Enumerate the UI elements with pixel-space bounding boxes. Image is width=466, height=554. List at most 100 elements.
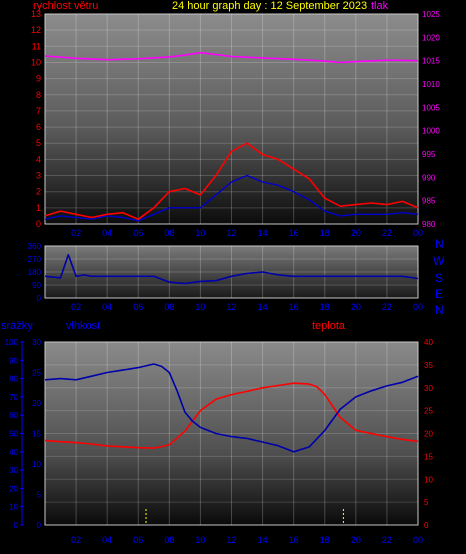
- temperature-tick-label: 20: [424, 430, 433, 439]
- rain-tick-label: 60: [9, 411, 18, 420]
- humidity-tick-label: 25: [32, 369, 41, 378]
- wind-pressure-panel-border: [44, 13, 419, 225]
- humidity-temperature-panel-border: [44, 341, 419, 526]
- wind-speed-tick-label: 9: [36, 74, 41, 84]
- wind-speed-tick-label: 4: [36, 154, 41, 164]
- wind-speed-tick-label: 7: [36, 106, 41, 116]
- temperature-tick-label: 5: [424, 498, 429, 507]
- wind-pressure-x-tick-label: 18: [320, 228, 330, 238]
- compass-w: W: [433, 254, 445, 268]
- rain-tick-label: 30: [9, 466, 18, 475]
- pressure-tick-label: 1025: [422, 10, 440, 19]
- rain-tick-label: 50: [9, 430, 18, 439]
- humidity-temperature-x-tick-label: 14: [258, 535, 268, 545]
- wind-pressure-x-tick-label: 14: [258, 228, 268, 238]
- wind-speed-tick-label: 13: [31, 9, 41, 19]
- wind-speed-tick-label: 12: [31, 25, 41, 35]
- temperature-tick-label: 35: [424, 361, 433, 370]
- humidity-temperature-x-tick-label: 04: [102, 535, 112, 545]
- humidity-tick-label: 5: [37, 491, 42, 500]
- humidity-temperature-x-tick-label: 16: [289, 535, 299, 545]
- wind-direction-x-tick-label: 20: [351, 302, 361, 312]
- wind-speed-series-line: [44, 142, 419, 220]
- humidity-temperature-x-tick-label: 20: [351, 535, 361, 545]
- wind-direction-panel-border: [44, 245, 419, 299]
- wind-speed-tick-label: 11: [32, 41, 41, 51]
- wind-direction-x-tick-label: 10: [195, 302, 205, 312]
- temperature-tick-label: 30: [424, 384, 433, 393]
- temperature-tick-label: 40: [424, 338, 433, 347]
- wind-direction-tick-label: 360: [28, 242, 42, 251]
- wind-pressure-x-tick-label: 10: [195, 228, 205, 238]
- wind-speed-label: rychlost větru: [33, 0, 99, 12]
- pressure-tick-label: 990: [422, 173, 436, 182]
- pressure-label: tlak: [371, 0, 389, 12]
- wind-pressure-x-tick-label: 06: [133, 228, 143, 238]
- wind-speed-tick-label: 3: [36, 171, 41, 181]
- wind-direction-tick-label: 90: [32, 281, 41, 290]
- gust-series-line: [44, 174, 419, 222]
- rain-tick-label: 80: [9, 375, 18, 384]
- humidity-tick-label: 30: [32, 338, 41, 347]
- temperature-tick-label: 10: [424, 475, 433, 484]
- humidity-temperature-x-tick-label: 12: [226, 535, 236, 545]
- rain-tick-label: 20: [9, 484, 18, 493]
- humidity-tick-label: 15: [32, 430, 41, 439]
- pressure-tick-label: 980: [422, 220, 436, 229]
- compass-n-bottom: N: [435, 303, 444, 317]
- pressure-tick-label: 1010: [422, 80, 440, 89]
- wind-direction-x-tick-label: 00: [413, 302, 423, 312]
- rain-tick-label: 70: [9, 393, 18, 402]
- rain-tick-label: 0: [14, 521, 19, 530]
- compass-s: S: [435, 271, 444, 285]
- pressure-tick-label: 1015: [422, 57, 440, 66]
- wind-pressure-x-tick-label: 12: [226, 228, 236, 238]
- humidity-temperature-x-tick-label: 10: [195, 535, 205, 545]
- wind-speed-tick-label: 5: [36, 138, 41, 148]
- wind-pressure-x-tick-label: 00: [413, 228, 423, 238]
- wind-speed-tick-label: 6: [36, 122, 41, 132]
- humidity-temperature-x-tick-label: 02: [71, 535, 81, 545]
- humidity-tick-label: 10: [32, 460, 41, 469]
- temperature-tick-label: 0: [424, 521, 429, 530]
- wind-direction-x-tick-label: 04: [102, 302, 112, 312]
- pressure-tick-label: 1005: [422, 103, 440, 112]
- wind-direction-x-tick-label: 06: [133, 302, 143, 312]
- wind-direction-x-tick-label: 14: [258, 302, 268, 312]
- wind-pressure-x-tick-label: 04: [102, 228, 112, 238]
- wind-direction-tick-label: 0: [37, 294, 42, 303]
- temperature-tick-label: 25: [424, 407, 433, 416]
- wind-direction-tick-label: 270: [28, 255, 42, 264]
- temperature-series-line: [44, 382, 419, 449]
- wind-pressure-x-tick-label: 22: [382, 228, 392, 238]
- pressure-series-line: [44, 51, 419, 64]
- pressure-tick-label: 1000: [422, 127, 440, 136]
- wind-direction-x-tick-label: 02: [71, 302, 81, 312]
- rain-tick-label: 90: [9, 356, 18, 365]
- pressure-tick-label: 985: [422, 197, 436, 206]
- wind-pressure-x-tick-label: 02: [71, 228, 81, 238]
- humidity-temperature-x-tick-label: 08: [164, 535, 174, 545]
- wind-speed-tick-label: 8: [36, 90, 41, 100]
- wind-direction-x-tick-label: 12: [226, 302, 236, 312]
- wind-speed-tick-label: 2: [36, 187, 41, 197]
- humidity-label: vlhkost: [66, 320, 101, 332]
- wind-direction-tick-label: 180: [28, 268, 42, 277]
- wind-direction-x-tick-label: 08: [164, 302, 174, 312]
- wind-speed-tick-label: 0: [36, 219, 41, 229]
- wind-direction-x-tick-label: 18: [320, 302, 330, 312]
- humidity-tick-label: 20: [32, 399, 41, 408]
- humidity-series-line: [44, 363, 419, 453]
- humidity-temperature-x-tick-label: 00: [413, 535, 423, 545]
- wind-direction-series-line: [44, 253, 419, 285]
- humidity-temperature-x-tick-label: 06: [133, 535, 143, 545]
- rain-tick-label: 10: [9, 503, 18, 512]
- wind-speed-tick-label: 1: [36, 203, 41, 213]
- humidity-tick-label: 0: [37, 521, 42, 530]
- wind-pressure-x-tick-label: 08: [164, 228, 174, 238]
- rain-label: srážky: [1, 320, 33, 332]
- wind-pressure-x-tick-label: 16: [289, 228, 299, 238]
- rain-tick-label: 40: [9, 448, 18, 457]
